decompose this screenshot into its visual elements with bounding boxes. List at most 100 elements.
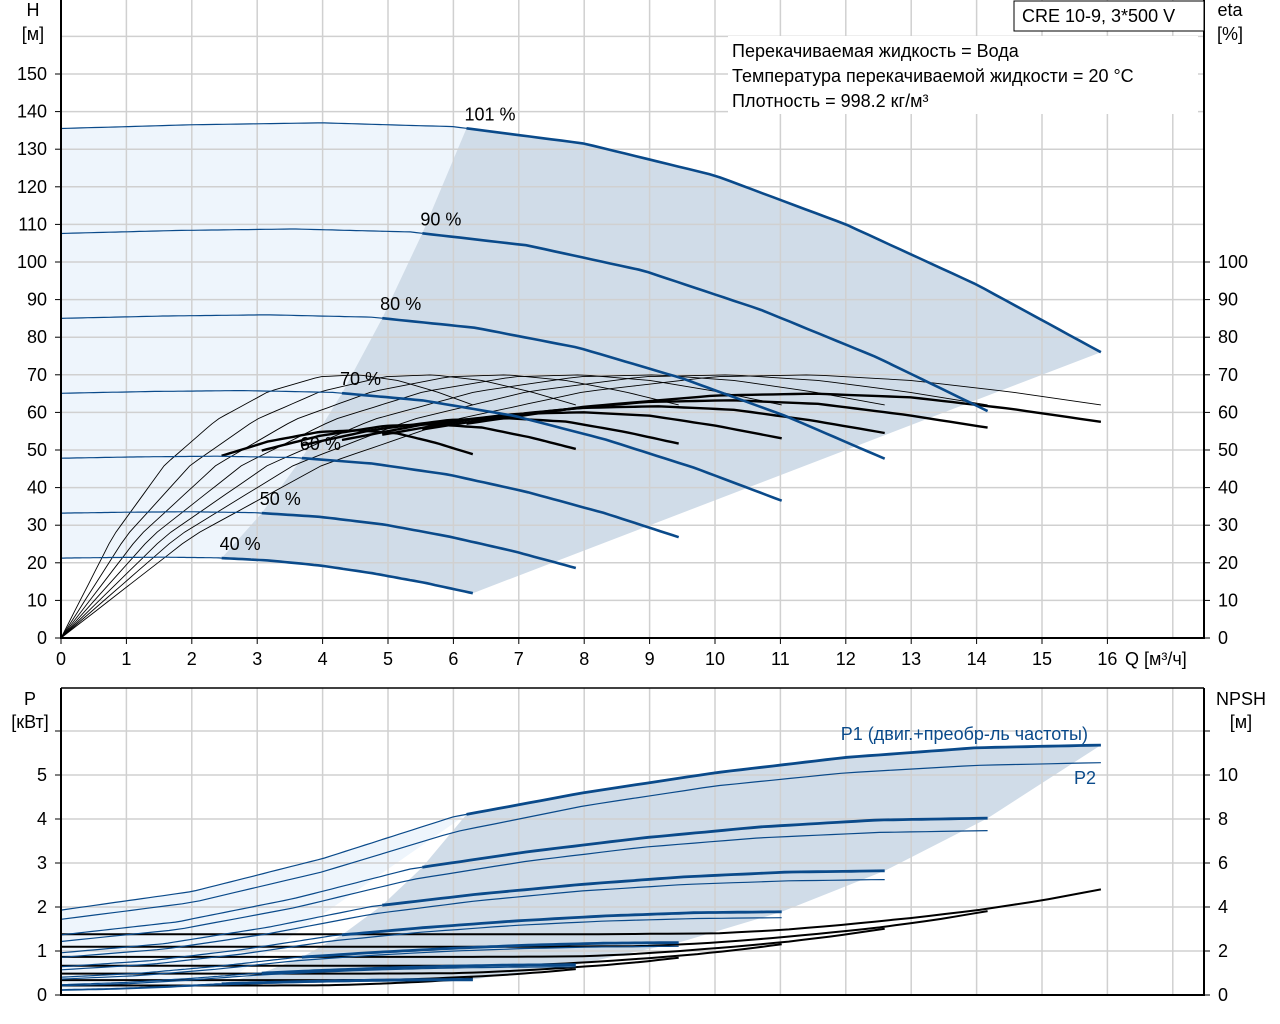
- h-tick-label: 150: [17, 64, 47, 84]
- operating-region: [221, 745, 1101, 985]
- p-axis-unit: [кВт]: [11, 712, 49, 732]
- p2-label: P2: [1074, 768, 1096, 788]
- h-tick-label: 10: [27, 590, 47, 610]
- h-tick-label: 20: [27, 553, 47, 573]
- efficiency-curve-total: [261, 423, 577, 452]
- npsh-curve: [61, 910, 988, 948]
- p1-curve-thin: [60, 972, 262, 986]
- p1-curve: [466, 743, 1101, 816]
- npsh-tick-label: 6: [1218, 853, 1228, 873]
- h-tick-label: 140: [17, 102, 47, 122]
- head-curve: [382, 316, 886, 460]
- speed-label: 101 %: [464, 104, 515, 124]
- x-tick-label: 15: [1032, 649, 1052, 669]
- npsh-tick-label: 8: [1218, 809, 1228, 829]
- head-curve: [466, 127, 1102, 354]
- qh-axes: 0 1 2 3 4 5 6 7 8 9 10 11 12 13 14 15 160102030405060708…: [17, 0, 1248, 669]
- efficiency-curve-pump: [60, 374, 782, 639]
- p1-curve-thin: [60, 813, 467, 911]
- power-axes: 0 1 2 3 4 5 0 2 4 6 8 10: [37, 687, 1238, 1005]
- efficiency-curve-pump: [60, 374, 679, 639]
- x-tick-label: 3: [252, 649, 262, 669]
- speed-label: 70 %: [340, 369, 381, 389]
- h-tick-label: 100: [17, 252, 47, 272]
- p1-curve: [301, 941, 679, 959]
- p1-curve: [221, 978, 473, 986]
- q-axis-title: Q [м³/ч]: [1125, 649, 1187, 669]
- power-operating-area: [61, 745, 1101, 991]
- efficiency-curve-pump: [60, 374, 988, 639]
- h-tick-label: 0: [37, 628, 47, 648]
- h-axis-title: H: [27, 0, 40, 20]
- p1-curve-thin: [61, 983, 222, 991]
- x-tick-label: 2: [187, 649, 197, 669]
- eta-tick-label: 0: [1218, 628, 1228, 648]
- head-curve-thin: [60, 228, 423, 235]
- p1-curve: [341, 910, 782, 937]
- x-tick-label: 14: [967, 649, 987, 669]
- speed-label: 40 %: [220, 534, 261, 554]
- head-curve-thin: [60, 455, 302, 459]
- eta-axis-unit: [%]: [1217, 24, 1243, 44]
- h-tick-label: 60: [27, 402, 47, 422]
- eta-tick-label: 10: [1218, 590, 1238, 610]
- p2-curve: [60, 945, 679, 980]
- x-tick-label: 5: [383, 649, 393, 669]
- npsh-tick-label: 0: [1218, 985, 1228, 1005]
- x-tick-label: 6: [448, 649, 458, 669]
- eta-tick-label: 40: [1218, 478, 1238, 498]
- p-tick-label: 1: [37, 941, 47, 961]
- eta-tick-label: 50: [1218, 440, 1238, 460]
- power-grid: [61, 688, 1204, 995]
- eta-axis-title: eta: [1217, 0, 1243, 20]
- x-tick-label: 8: [579, 649, 589, 669]
- head-curve-thin: [60, 390, 343, 394]
- p2-curve: [60, 878, 885, 958]
- efficiency-curve-total: [221, 429, 474, 457]
- head-curve-thin: [61, 511, 262, 514]
- x-tick-label: 4: [318, 649, 328, 669]
- p-tick-label: 4: [37, 809, 47, 829]
- p1-label: P1 (двиг.+преобр-ль частоты): [841, 724, 1088, 744]
- p1-curve: [422, 816, 988, 869]
- x-tick-label: 1: [121, 649, 131, 669]
- x-tick-label: 0: [56, 649, 66, 669]
- efficiency-curve-pump: [60, 374, 473, 639]
- temperature-label: Температура перекачиваемой жидкости = 20…: [732, 66, 1134, 86]
- head-curve-thin: [60, 122, 467, 130]
- head-curve-thin: [60, 314, 383, 319]
- h-axis-unit: [м]: [22, 24, 44, 44]
- p2-curve: [60, 917, 782, 971]
- npsh-axis-title: NPSH: [1216, 689, 1266, 709]
- eta-tick-label: 100: [1218, 252, 1248, 272]
- p1-curve-thin: [60, 934, 343, 968]
- p-tick-label: 0: [37, 985, 47, 1005]
- h-tick-label: 130: [17, 139, 47, 159]
- p1-curve-thin: [60, 904, 383, 954]
- speed-label: 90 %: [420, 209, 461, 229]
- eta-tick-label: 80: [1218, 327, 1238, 347]
- liquid-label: Перекачиваемая жидкость = Вода: [732, 41, 1020, 61]
- p-axis-title: P: [24, 689, 36, 709]
- x-tick-label: 10: [705, 649, 725, 669]
- eta-tick-label: 90: [1218, 290, 1238, 310]
- eta-tick-label: 70: [1218, 365, 1238, 385]
- x-tick-label: 11: [771, 649, 790, 669]
- npsh-axis-unit: [м]: [1230, 712, 1252, 732]
- power-curves: [60, 743, 1102, 991]
- x-tick-label: 7: [514, 649, 524, 669]
- head-curve: [422, 232, 989, 413]
- eta-tick-label: 60: [1218, 402, 1238, 422]
- p1-curve-thin: [60, 866, 423, 936]
- npsh-tick-label: 4: [1218, 897, 1228, 917]
- npsh-curve: [61, 977, 473, 987]
- qh-curves: 101 % 90 % 80 % 70 % 60 % 50 % 40 %: [60, 104, 1102, 639]
- h-tick-label: 80: [27, 327, 47, 347]
- npsh-curve: [61, 927, 885, 958]
- x-tick-label: 9: [645, 649, 655, 669]
- head-curve: [261, 511, 577, 570]
- p1-curve: [382, 869, 885, 907]
- x-tick-label: 12: [836, 649, 856, 669]
- p2-curve: [60, 830, 988, 943]
